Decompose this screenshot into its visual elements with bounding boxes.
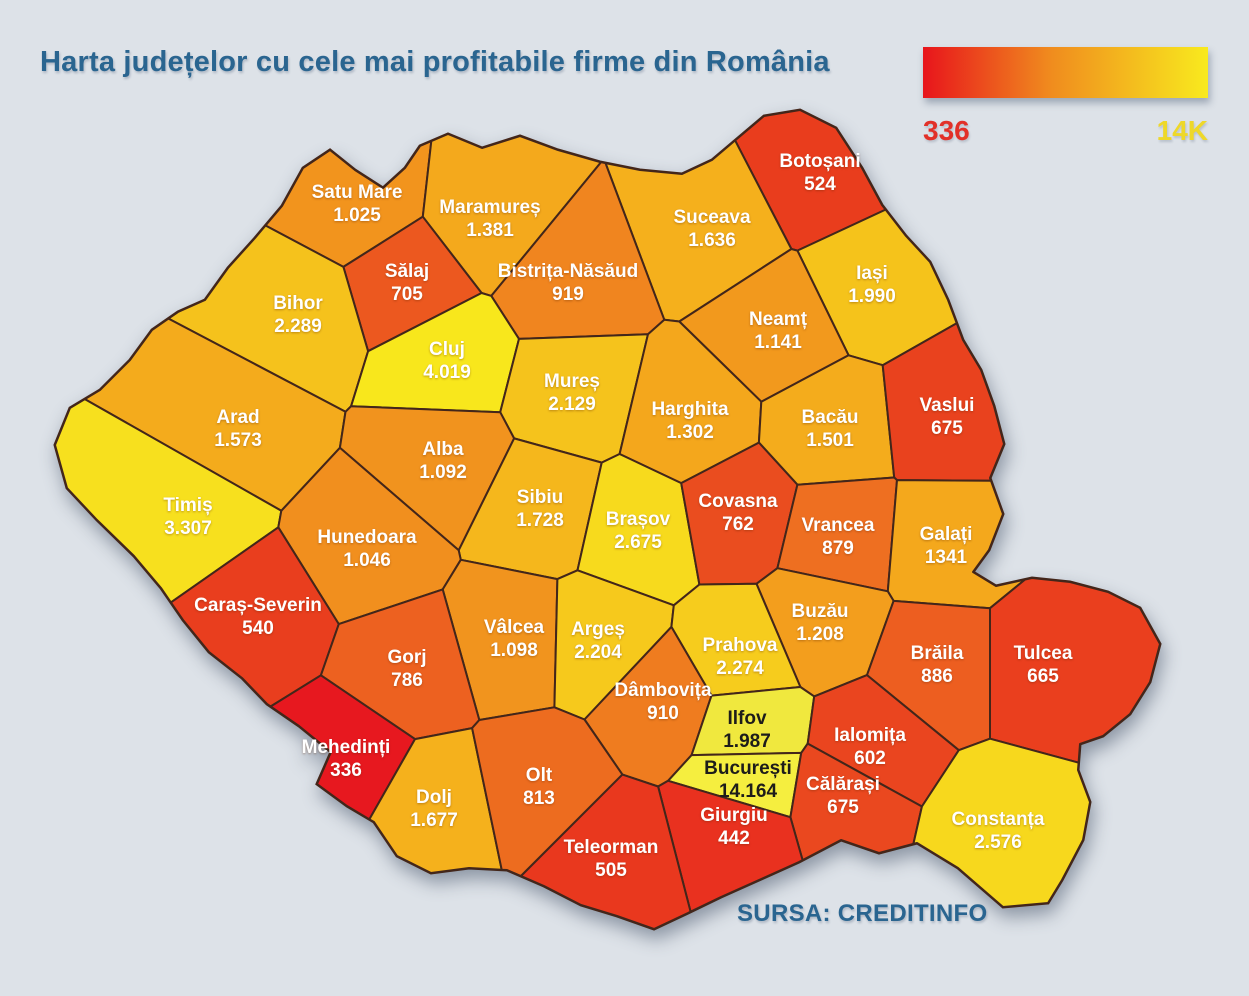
county-shape-tulcea <box>989 577 1161 764</box>
legend-max-label: 14K <box>1156 115 1208 146</box>
county-shape-mehedinti <box>269 674 416 821</box>
county-shape-dolj <box>368 727 503 874</box>
page-title: Harta județelor cu cele mai profitabile … <box>40 46 830 78</box>
county-shape-olt <box>471 706 624 877</box>
legend-labels: 336 14K <box>923 115 1208 147</box>
color-scale-legend: 336 14K <box>923 47 1208 147</box>
legend-gradient-bar <box>923 47 1208 98</box>
county-shape-constanta <box>912 737 1091 908</box>
county-shape-teleorman <box>520 773 692 930</box>
county-shape-ilfov <box>690 686 816 757</box>
county-shape-galati <box>886 479 1027 610</box>
county-shape-vaslui <box>881 322 1005 482</box>
source-credit: SURSA: CREDITINFO <box>737 900 988 927</box>
legend-min-label: 336 <box>923 115 970 146</box>
